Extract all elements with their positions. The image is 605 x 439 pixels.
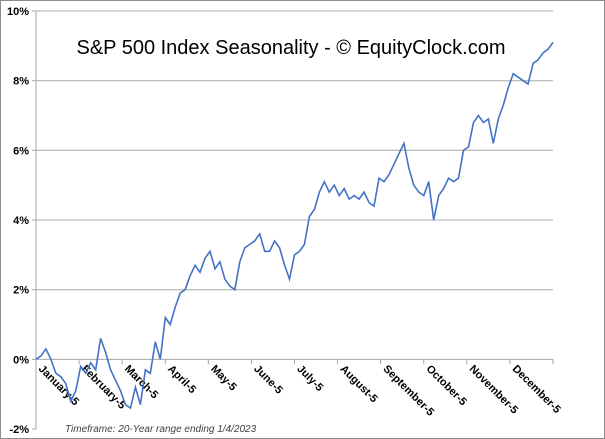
x-tick-label: May-5: [208, 363, 239, 394]
y-tick-label: -2%: [9, 424, 29, 436]
x-tick-label: January-5: [36, 363, 81, 408]
x-tick-label: July-5: [294, 363, 325, 394]
footnote: Timeframe: 20-Year range ending 1/4/2023: [65, 424, 257, 435]
y-tick-label: 0%: [13, 354, 29, 366]
x-tick-label: June-5: [251, 363, 285, 397]
series-line: [35, 41, 554, 410]
y-tick-label: 2%: [13, 285, 29, 297]
chart-title: S&P 500 Index Seasonality - © EquityCloc…: [76, 37, 505, 59]
y-tick-label: 4%: [13, 215, 29, 227]
x-tick-label: October-5: [424, 363, 469, 408]
y-tick-label: 8%: [13, 76, 29, 88]
y-tick-label: 6%: [13, 145, 29, 157]
y-tick-label: 10%: [7, 6, 29, 18]
x-tick-label: April-5: [165, 363, 198, 396]
x-tick-label: August-5: [337, 363, 379, 405]
